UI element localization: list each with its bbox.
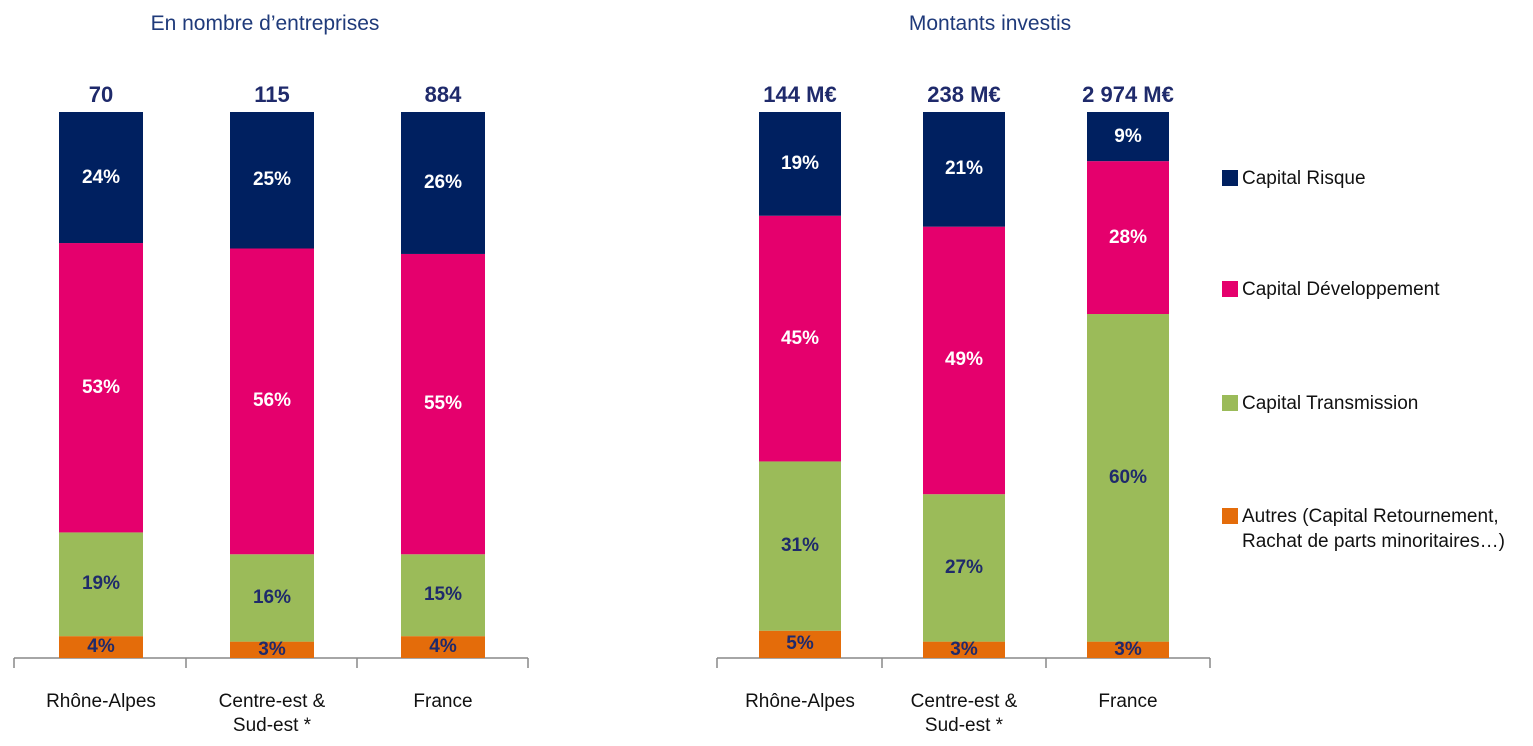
bar-segment xyxy=(59,243,143,533)
x-tick-label: Centre-est & Sud-est * xyxy=(910,691,1018,736)
bar-segment xyxy=(230,248,314,555)
chart-title: Montants investis xyxy=(908,12,1072,35)
legend-swatch xyxy=(1222,395,1238,411)
data-label: 15% xyxy=(423,584,463,606)
data-label: 31% xyxy=(780,535,820,557)
total-label: 144 M€ xyxy=(763,82,837,107)
bar-segment xyxy=(59,112,143,244)
x-tick-label: Centre-est & Sud-est * xyxy=(218,691,326,736)
total-label: 2 974 M€ xyxy=(1082,82,1174,107)
legend-label: Autres (Capital Retournement, Rachat de … xyxy=(1242,506,1505,552)
data-label: 27% xyxy=(944,556,984,578)
bar-segment xyxy=(401,112,485,254)
bar-segment xyxy=(923,112,1005,227)
bar-segment xyxy=(401,636,485,658)
bar-segment xyxy=(401,253,485,555)
legend-label: Capital Développement xyxy=(1242,279,1440,300)
data-label: 26% xyxy=(423,171,463,193)
bar-segment xyxy=(923,226,1005,495)
bar-segment xyxy=(59,636,143,658)
data-label: 24% xyxy=(81,166,121,188)
bar-segment xyxy=(759,630,841,658)
data-label: 3% xyxy=(950,638,978,660)
data-label: 5% xyxy=(786,633,814,655)
data-label: 9% xyxy=(1114,125,1142,147)
x-tick-label: Rhône-Alpes xyxy=(46,691,156,712)
bar-segment xyxy=(230,554,314,642)
legend-swatch xyxy=(1222,508,1238,524)
data-label: 4% xyxy=(429,636,457,658)
chart-title: En nombre d’entreprises xyxy=(150,12,380,35)
data-label: 28% xyxy=(1108,226,1148,248)
data-label: 49% xyxy=(944,349,984,371)
bar-segment xyxy=(1087,641,1169,658)
bar-segment xyxy=(230,641,314,658)
legend-label: Capital Transmission xyxy=(1242,393,1419,414)
legend-swatch xyxy=(1222,170,1238,186)
total-label: 884 xyxy=(424,82,462,107)
bar-segment xyxy=(923,494,1005,642)
bar-segment xyxy=(1087,161,1169,315)
total-label: 70 xyxy=(88,82,114,107)
x-tick-label: France xyxy=(413,691,473,712)
data-label: 53% xyxy=(81,376,121,398)
data-label: 4% xyxy=(87,636,115,658)
bar-segment xyxy=(923,641,1005,658)
total-label: 238 M€ xyxy=(927,82,1001,107)
data-label: 3% xyxy=(258,638,286,660)
bar-segment xyxy=(759,112,841,216)
bar-segment xyxy=(59,532,143,637)
legend-swatch xyxy=(1222,281,1238,297)
bar-segment xyxy=(1087,314,1169,642)
data-label: 19% xyxy=(780,152,820,174)
x-tick-label: Rhône-Alpes xyxy=(745,691,855,712)
bar-segment xyxy=(401,554,485,637)
data-label: 3% xyxy=(1114,638,1142,660)
bar-segment xyxy=(759,461,841,631)
bar-segment xyxy=(759,215,841,462)
data-label: 21% xyxy=(944,158,984,180)
legend-label: Capital Risque xyxy=(1242,168,1366,189)
bar-segment xyxy=(230,112,314,249)
data-label: 19% xyxy=(81,573,121,595)
x-tick-label: France xyxy=(1098,691,1158,712)
data-label: 56% xyxy=(252,390,292,412)
data-label: 60% xyxy=(1108,466,1148,488)
data-label: 25% xyxy=(252,169,292,191)
total-label: 115 xyxy=(254,82,290,107)
bar-segment xyxy=(1087,112,1169,162)
data-label: 16% xyxy=(252,586,292,608)
data-label: 55% xyxy=(423,393,463,415)
data-label: 45% xyxy=(780,327,820,349)
